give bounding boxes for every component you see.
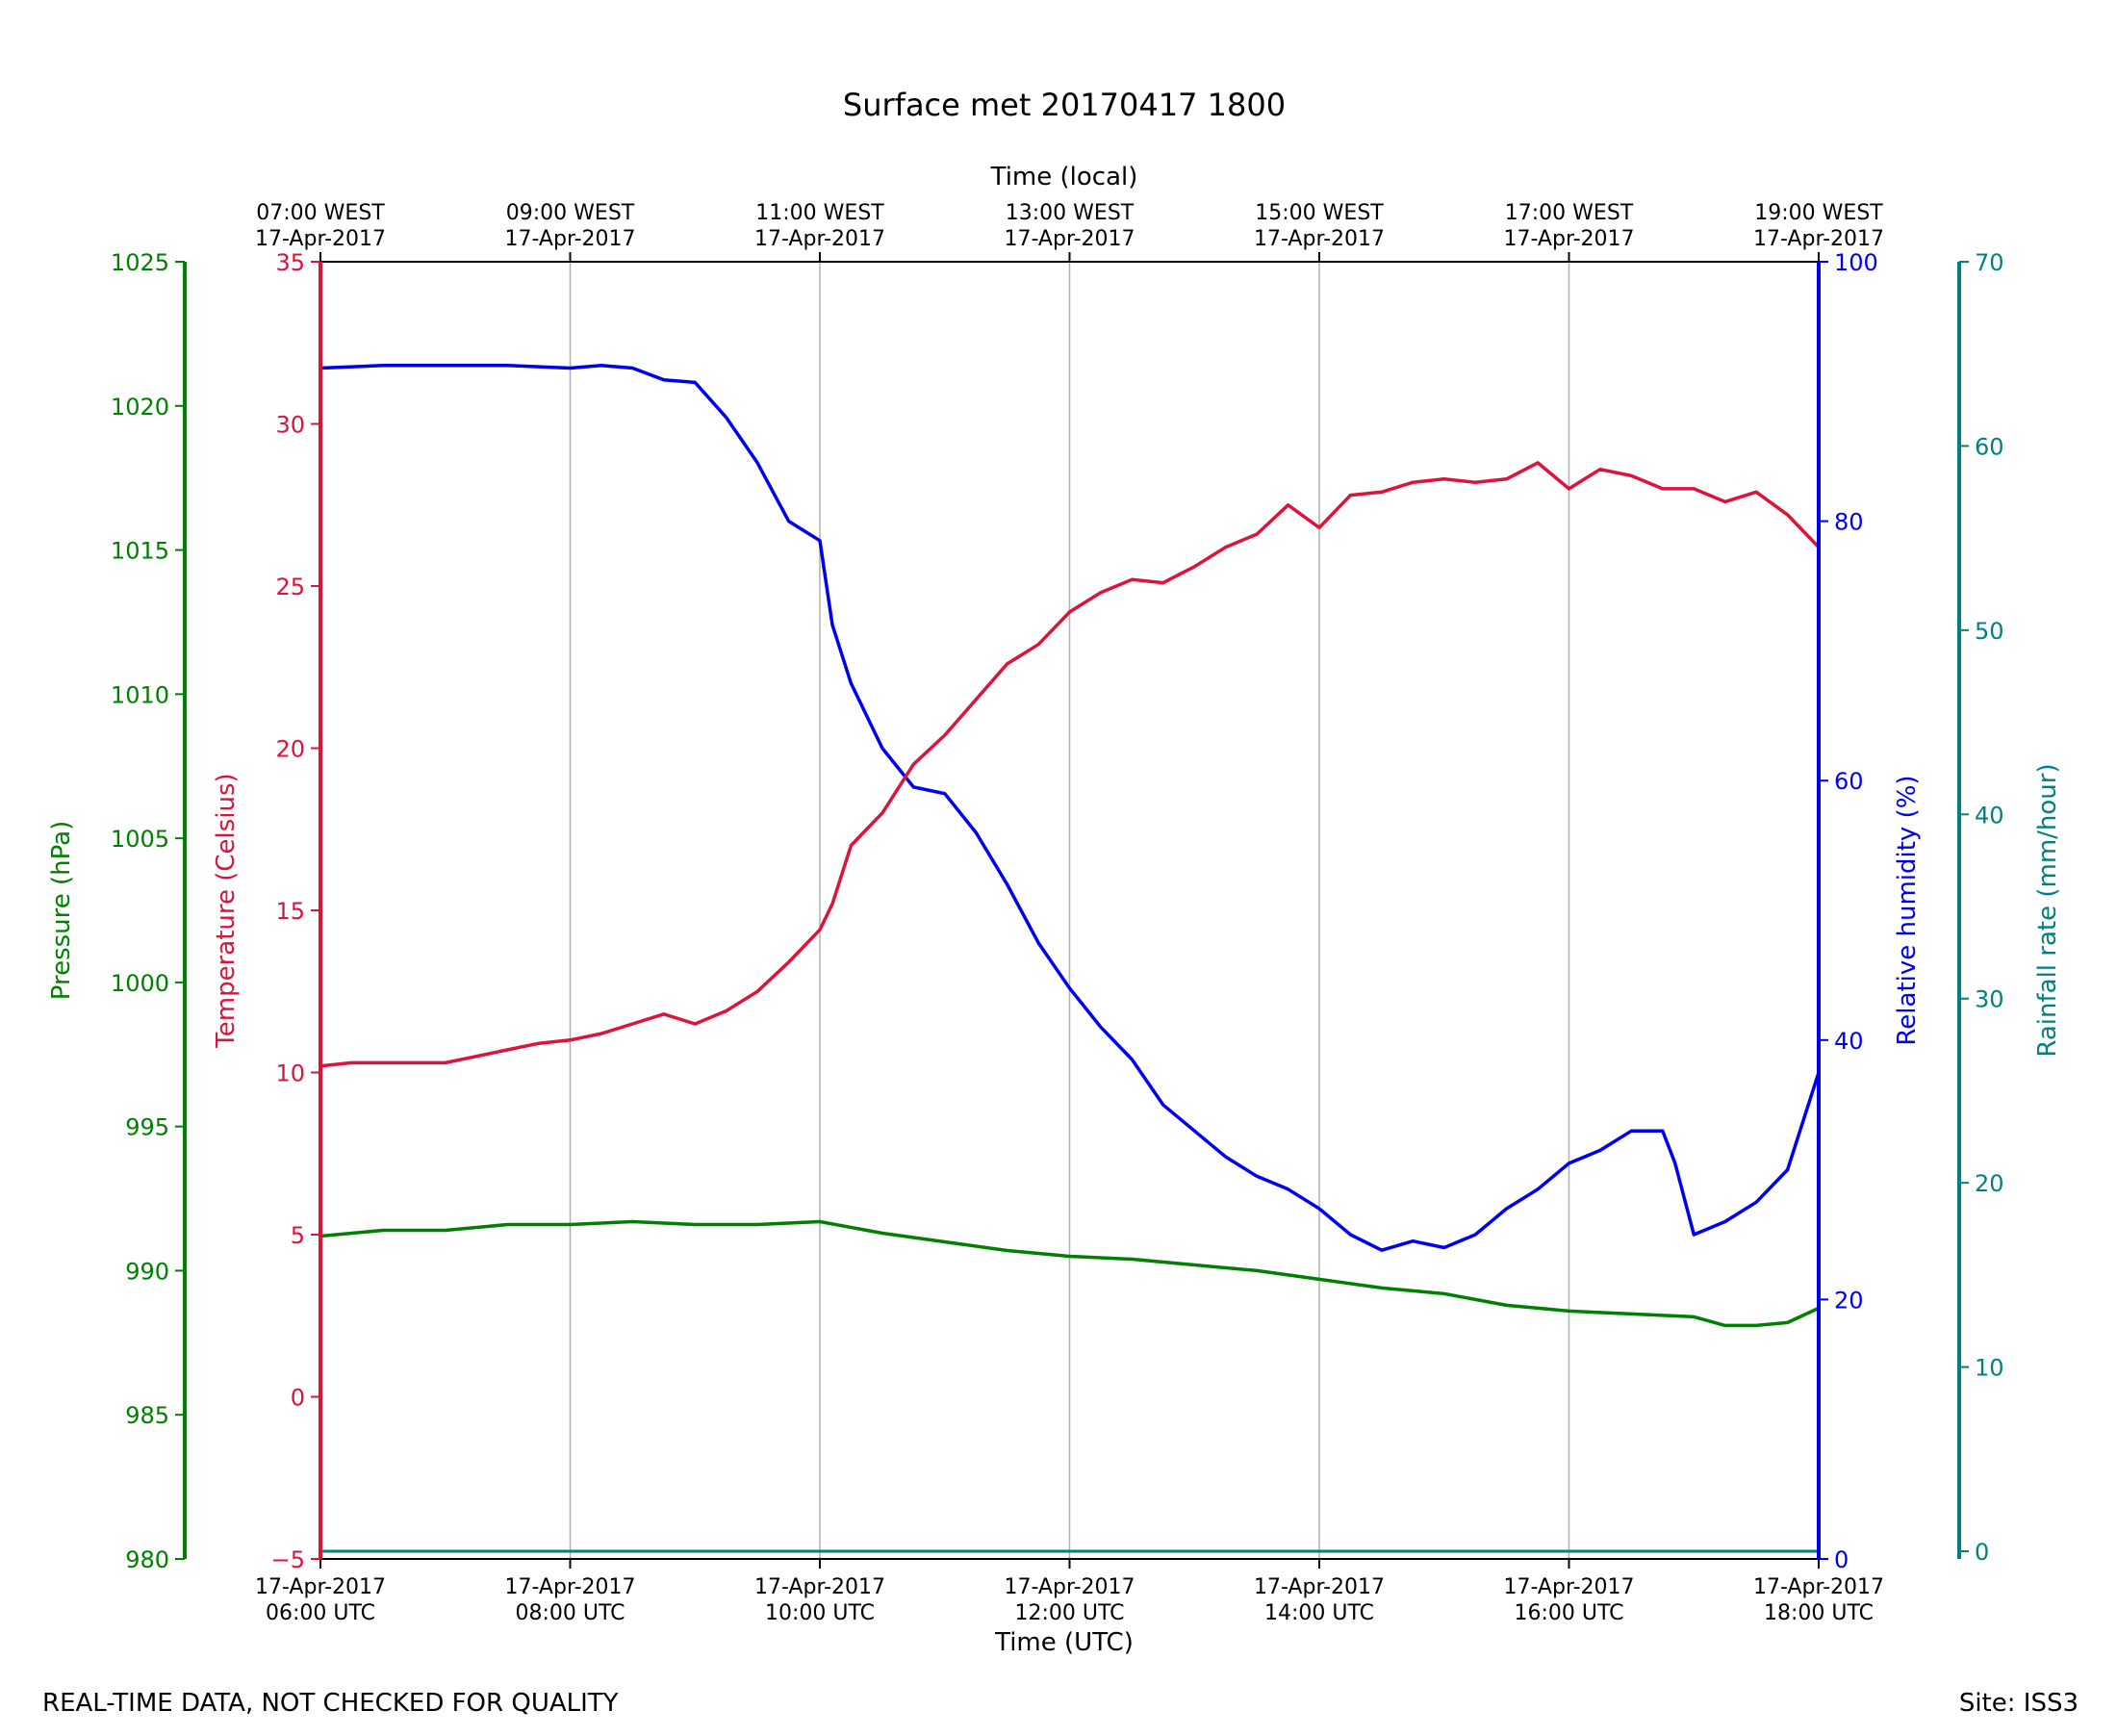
rainfall-tick-label-7: 70	[1975, 249, 2004, 276]
temperature-tick-label-1: 0	[291, 1385, 305, 1412]
temperature-tick-label-7: 30	[275, 412, 305, 439]
pressure-line	[319, 1219, 1820, 1328]
local-tick-time-1: 09:00 WEST	[506, 201, 635, 225]
grid-lines	[569, 262, 1570, 1559]
pressure-tick-label-5: 1005	[111, 826, 169, 853]
utc-tick-date-3: 17-Apr-2017	[1004, 1575, 1135, 1599]
rainfall-tick-label-2: 20	[1975, 1170, 2004, 1197]
rainfall-tick-label-0: 0	[1975, 1539, 1989, 1566]
humidity-tick-label-3: 60	[1834, 768, 1864, 795]
local-tick-date-4: 17-Apr-2017	[1254, 227, 1385, 251]
site-label: Site: ISS3	[1959, 1689, 2079, 1718]
temperature-line	[319, 461, 1821, 1068]
pressure-tick-label-0: 980	[125, 1546, 169, 1573]
pressure-tick-label-3: 995	[125, 1114, 169, 1141]
rainfall-tick-label-3: 30	[1975, 986, 2004, 1013]
utc-tick-time-0: 06:00 UTC	[266, 1601, 375, 1625]
pressure-tick-label-1: 985	[125, 1402, 169, 1429]
utc-tick-date-6: 17-Apr-2017	[1753, 1575, 1884, 1599]
temperature-tick-label-8: 35	[275, 249, 305, 276]
utc-time-axis-label: Time (UTC)	[994, 1628, 1134, 1657]
temperature-tick-label-0: −5	[271, 1546, 305, 1573]
utc-tick-time-6: 18:00 UTC	[1764, 1601, 1874, 1625]
pressure-tick-label-8: 1020	[111, 394, 169, 421]
temperature-tick-label-6: 25	[275, 574, 305, 600]
utc-tick-date-5: 17-Apr-2017	[1503, 1575, 1634, 1599]
local-tick-date-6: 17-Apr-2017	[1753, 227, 1884, 251]
humidity-tick-label-2: 40	[1834, 1028, 1864, 1055]
utc-tick-date-2: 17-Apr-2017	[754, 1575, 885, 1599]
pressure-tick-label-4: 1000	[111, 970, 169, 997]
local-tick-time-2: 11:00 WEST	[755, 201, 884, 225]
local-tick-date-5: 17-Apr-2017	[1503, 227, 1634, 251]
rainfall-tick-label-1: 10	[1975, 1355, 2004, 1382]
humidity-tick-label-4: 80	[1834, 509, 1864, 536]
local-tick-date-0: 17-Apr-2017	[255, 227, 386, 251]
pressure-tick-label-2: 990	[125, 1258, 169, 1285]
humidity-tick-label-0: 0	[1834, 1546, 1849, 1573]
temperature-tick-label-3: 10	[275, 1060, 305, 1087]
temperature-series	[319, 461, 1821, 1068]
utc-tick-time-1: 08:00 UTC	[515, 1601, 625, 1625]
local-tick-date-2: 17-Apr-2017	[754, 227, 885, 251]
local-tick-time-6: 19:00 WEST	[1754, 201, 1883, 225]
rainfall-tick-label-6: 60	[1975, 433, 2004, 460]
utc-tick-time-5: 16:00 UTC	[1514, 1601, 1623, 1625]
local-tick-date-1: 17-Apr-2017	[504, 227, 635, 251]
pressure-tick-label-7: 1015	[111, 538, 169, 565]
utc-tick-time-2: 10:00 UTC	[765, 1601, 875, 1625]
quality-disclaimer: REAL-TIME DATA, NOT CHECKED FOR QUALITY	[42, 1689, 619, 1718]
temperature-axis-label: Temperature (Celsius)	[212, 773, 241, 1048]
pressure-tick-label-9: 1025	[111, 249, 169, 276]
local-time-axis-label: Time (local)	[990, 163, 1138, 191]
utc-tick-date-4: 17-Apr-2017	[1254, 1575, 1385, 1599]
local-tick-time-5: 17:00 WEST	[1505, 201, 1634, 225]
utc-tick-time-4: 14:00 UTC	[1264, 1601, 1374, 1625]
local-tick-date-3: 17-Apr-2017	[1004, 227, 1135, 251]
utc-tick-date-1: 17-Apr-2017	[504, 1575, 635, 1599]
chart-title: Surface met 20170417 1800	[843, 87, 1286, 123]
pressure-tick-label-6: 1010	[111, 681, 169, 708]
humidity-series	[319, 364, 1821, 1252]
rainfall-tick-label-5: 50	[1975, 618, 2004, 645]
local-tick-time-3: 13:00 WEST	[1006, 201, 1135, 225]
local-tick-time-0: 07:00 WEST	[256, 201, 385, 225]
utc-tick-date-0: 17-Apr-2017	[255, 1575, 386, 1599]
rainfall-axis-label: Rainfall rate (mm/hour)	[2033, 763, 2062, 1057]
humidity-tick-label-5: 100	[1834, 249, 1878, 276]
humidity-line	[319, 364, 1821, 1252]
humidity-tick-label-1: 20	[1834, 1287, 1864, 1314]
pressure-axis-label: Pressure (hPa)	[47, 821, 76, 1001]
humidity-axis-label: Relative humidity (%)	[1893, 775, 1922, 1045]
local-tick-time-4: 15:00 WEST	[1255, 201, 1384, 225]
temperature-tick-label-4: 15	[275, 898, 305, 925]
rainfall-tick-label-4: 40	[1975, 802, 2004, 829]
temperature-tick-label-5: 20	[275, 736, 305, 763]
pressure-series	[319, 1219, 1820, 1328]
temperature-tick-label-2: 5	[291, 1222, 305, 1249]
utc-tick-time-3: 12:00 UTC	[1014, 1601, 1124, 1625]
